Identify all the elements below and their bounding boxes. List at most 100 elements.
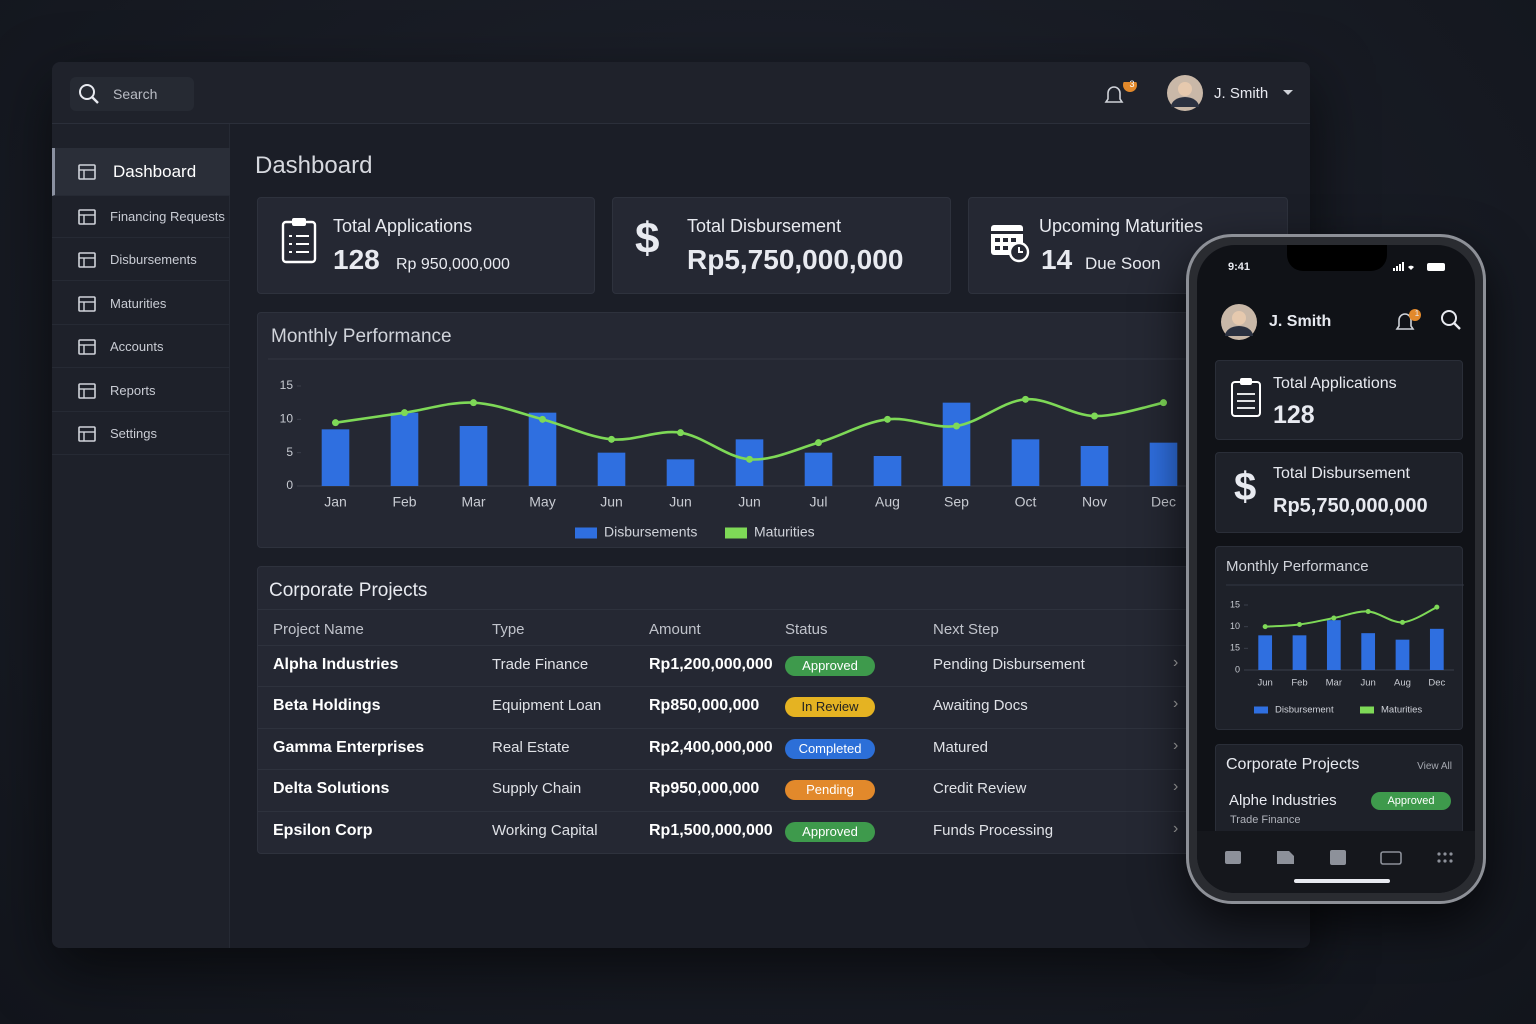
x-tick-label: Oct — [1015, 494, 1037, 510]
nav-icons[interactable] — [1197, 831, 1475, 893]
nav-item[interactable]: Maturities — [52, 283, 230, 325]
table-row[interactable] — [258, 645, 1186, 686]
project-name[interactable]: Alphe Industries — [1229, 792, 1337, 809]
avatar[interactable] — [1220, 303, 1258, 341]
nav-item[interactable]: Reports — [52, 370, 230, 412]
legend-swatch — [575, 527, 597, 539]
table-row[interactable] — [258, 686, 1186, 727]
card-title: Corporate Projects — [1226, 756, 1360, 773]
x-tick-label: Jan — [324, 494, 347, 510]
status-badge: Approved — [785, 656, 875, 676]
stat-card: Total Applications 128 — [1215, 360, 1463, 440]
table-row[interactable] — [258, 769, 1186, 810]
y-tick-label: 15 — [1230, 599, 1240, 609]
nav-item[interactable]: Financing Requests — [52, 196, 230, 238]
point — [332, 419, 339, 427]
x-tick-label: Sep — [944, 494, 969, 510]
bar — [321, 429, 350, 486]
y-tick-label: 15 — [280, 378, 294, 392]
point — [1297, 622, 1302, 627]
point — [815, 439, 822, 447]
stat-card: $ Total Disbursement Rp5,750,000,000 — [1215, 452, 1463, 533]
chart: Monthly Performance 0 15 10 15 Jun Feb Mar Jun Au… — [1226, 558, 1464, 716]
x-tick-label: Jul — [810, 494, 828, 510]
table-row[interactable] — [258, 727, 1186, 769]
notification-count: 3 — [1129, 79, 1135, 89]
sort-icon — [713, 625, 723, 631]
x-tick-label: Jun — [669, 494, 692, 510]
y-tick-label: 15 — [1230, 643, 1240, 653]
nav-icon — [78, 339, 96, 355]
nav-item[interactable]: Settings — [52, 413, 230, 455]
x-tick-label: Jun — [600, 494, 623, 510]
x-tick-label: Mar — [461, 494, 485, 510]
search-icon[interactable] — [1440, 309, 1464, 333]
status-badge: In Review — [785, 697, 875, 718]
x-tick-label: Jun — [738, 494, 761, 510]
nav-item[interactable]: Disbursements — [52, 239, 230, 282]
calendar-icon — [991, 225, 1030, 263]
projects-table: Corporate Projects Project Name Type Amoun… — [257, 566, 1287, 854]
notification-count: 1 — [1414, 309, 1420, 318]
bar — [528, 412, 557, 486]
bell[interactable] — [1395, 305, 1425, 335]
point — [1022, 395, 1029, 403]
nav-item[interactable]: Accounts — [52, 326, 230, 369]
user-name[interactable]: J. Smith — [1214, 85, 1269, 102]
bell[interactable] — [1102, 82, 1142, 108]
x-tick-label: May — [529, 494, 555, 510]
page-title: Dashboard — [255, 152, 373, 179]
bar — [1292, 635, 1307, 670]
bar — [1149, 442, 1178, 486]
stat-detail: Due Soon — [1085, 254, 1161, 273]
cell: Awaiting Docs — [933, 697, 1028, 715]
stat-card: $ Total Disbursement Rp5,750,000,000 — [612, 197, 951, 294]
bar — [1395, 639, 1410, 670]
search-icon — [79, 84, 99, 104]
chart-panel: Monthly Performance 0 5 10 15 Jan Feb Mar May Jun… — [257, 312, 1287, 548]
caret[interactable] — [1282, 89, 1294, 97]
column-header: Project Name — [273, 621, 364, 638]
x-tick-label: Jun — [1361, 678, 1376, 689]
y-tick-label: 0 — [286, 478, 293, 492]
legend-label: Disbursement — [1275, 705, 1334, 716]
status-badge: Pending — [785, 780, 875, 801]
bar — [873, 456, 902, 486]
table-row[interactable] — [258, 810, 1186, 852]
point — [1331, 615, 1337, 621]
clipboard-icon — [281, 218, 317, 264]
cell: Real Estate — [492, 738, 570, 756]
cell: Rp850,000,000 — [649, 697, 760, 715]
point — [608, 435, 615, 443]
x-tick-label: Dec — [1428, 678, 1445, 689]
notch — [1287, 245, 1387, 271]
cell: Credit Review — [933, 780, 1027, 798]
cell: Rp1,500,000,000 — [649, 821, 773, 839]
chevron: › — [1173, 654, 1179, 671]
cell: Pending Disbursement — [933, 656, 1085, 673]
x-tick-label: Mar — [1326, 678, 1342, 689]
search-placeholder: Search — [113, 86, 158, 102]
avatar[interactable] — [1166, 74, 1204, 112]
search-box[interactable]: Search — [70, 77, 194, 111]
legend-label: Disbursements — [604, 524, 697, 540]
point — [746, 455, 753, 463]
point — [1434, 604, 1440, 610]
legend-swatch — [1360, 706, 1374, 714]
legend-swatch — [725, 527, 747, 539]
x-tick-label: Feb — [392, 494, 416, 510]
chevron: › — [1173, 819, 1179, 837]
stat-value: 14 — [1041, 244, 1073, 275]
chevron: › — [1173, 778, 1179, 796]
x-tick-label: Nov — [1082, 494, 1107, 510]
point — [884, 415, 891, 423]
dollar-icon: $ — [635, 214, 660, 263]
column-header: Amount — [649, 621, 701, 638]
projects-card: Corporate Projects View All Alphe Indust… — [1215, 744, 1463, 844]
view-all[interactable]: View All — [1417, 761, 1452, 772]
nav-item[interactable]: Dashboard — [52, 148, 230, 196]
status-badge: Approved — [1371, 792, 1451, 810]
bar — [1326, 620, 1341, 670]
project-name: Delta Solutions — [273, 780, 390, 798]
